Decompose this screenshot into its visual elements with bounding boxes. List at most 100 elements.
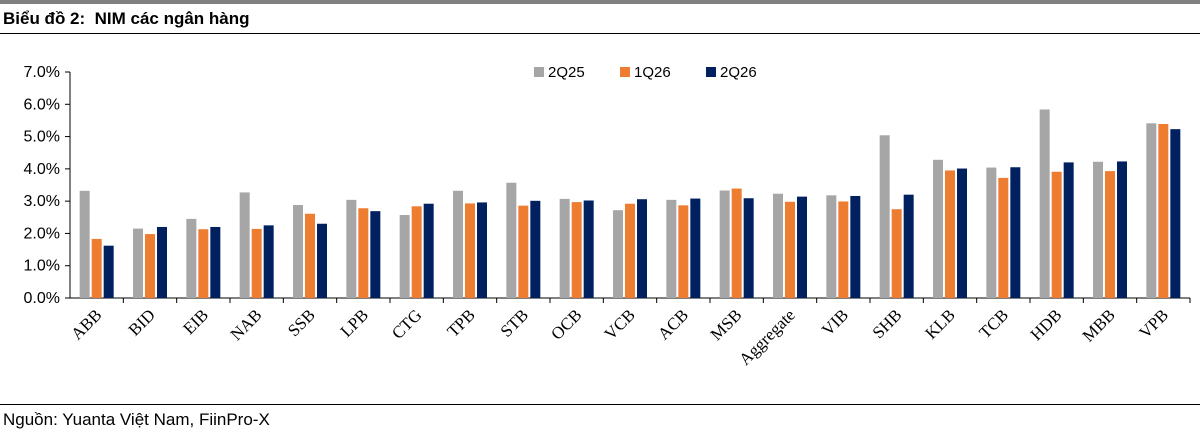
x-category-label: Aggregate <box>735 305 799 369</box>
bar-1q26-tcb <box>998 177 1009 298</box>
top-bar <box>0 0 1200 4</box>
x-category-label: STB <box>497 305 532 340</box>
bar-2q25-ctg <box>399 215 410 298</box>
bar-2q26-vib <box>850 195 861 298</box>
bar-2q26-shb <box>903 194 914 298</box>
bar-chart: 0.0% 1.0% 2.0% 3.0% 4.0% 5.0% 6.0% 7.0% ABB BID EI… <box>24 64 1191 369</box>
bar-1q26-eib <box>198 229 209 298</box>
bar-2q25-ocb <box>559 198 570 298</box>
bar-2q26-vcb <box>637 199 647 298</box>
x-category-label: LPB <box>337 305 372 340</box>
bar-1q26-nab <box>251 228 262 298</box>
bar-2q25-msb <box>719 190 730 298</box>
y-tick-label: 5.0% <box>24 129 60 146</box>
bar-1q26-tpb <box>465 203 475 298</box>
x-category-label: ACB <box>654 305 692 343</box>
bar-2q25-ssb <box>293 205 303 298</box>
bar-2q26-stb <box>530 200 541 298</box>
bar-1q26-bid <box>145 234 155 298</box>
legend-swatch-1q26 <box>620 67 630 77</box>
bar-1q26-acb <box>678 205 689 298</box>
x-category-label: ABB <box>67 305 105 343</box>
source-note: Nguồn: Yuanta Việt Nam, FiinPro-X <box>3 410 270 429</box>
x-category-label: BID <box>125 305 159 339</box>
x-category-label: CTG <box>388 305 425 342</box>
y-tick-label: 6.0% <box>24 96 60 113</box>
bar-2q25-bid <box>133 228 143 298</box>
bar-2q26-bid <box>157 226 167 298</box>
bar-2q25-eib <box>186 218 197 298</box>
bar-2q26-eib <box>210 226 221 298</box>
x-category-label: MBB <box>1079 305 1119 345</box>
bar-1q26-mbb <box>1105 171 1115 298</box>
bar-2q25-mbb <box>1093 161 1103 298</box>
bar-2q25-aggregate <box>773 193 783 298</box>
bar-1q26-klb <box>945 170 955 298</box>
bar-1q26-vcb <box>625 203 635 298</box>
bar-2q25-lpb <box>346 199 357 298</box>
bar-1q26-abb <box>91 238 102 298</box>
bar-2q26-aggregate <box>797 196 807 298</box>
footer-divider <box>0 404 1200 405</box>
y-tick-label: 0.0% <box>24 290 60 307</box>
bar-1q26-hdb <box>1051 171 1062 298</box>
bar-2q26-lpb <box>370 211 381 298</box>
bar-2q25-vib <box>826 195 837 298</box>
y-tick-label: 2.0% <box>24 225 60 242</box>
bar-2q26-hdb <box>1063 162 1074 298</box>
title-divider <box>0 33 1200 34</box>
chart-title: Biểu đồ 2: NIM các ngân hàng <box>3 9 250 28</box>
x-category-label: TPB <box>443 305 478 340</box>
bar-2q26-msb <box>743 198 754 298</box>
y-tick-label: 3.0% <box>24 193 60 210</box>
legend-label-2q25: 2Q25 <box>548 64 585 81</box>
x-category-label: MSB <box>707 305 746 344</box>
x-category-label: KLB <box>921 305 958 342</box>
bar-2q25-tpb <box>453 190 463 298</box>
y-tick-label: 4.0% <box>24 161 60 178</box>
bar-2q26-acb <box>690 198 701 298</box>
bar-1q26-shb <box>891 209 902 298</box>
bar-2q25-acb <box>666 199 677 298</box>
bar-2q25-hdb <box>1039 109 1050 298</box>
x-category-label: SHB <box>869 305 906 342</box>
x-category-label: VCB <box>601 305 639 343</box>
bar-1q26-ctg <box>411 206 422 298</box>
bar-2q25-vcb <box>613 210 623 298</box>
x-category-label: TCB <box>975 305 1012 342</box>
bar-2q25-abb <box>79 190 90 298</box>
bar-1q26-msb <box>731 188 742 298</box>
x-category-label: OCB <box>547 305 585 343</box>
x-category-label: HDB <box>1027 305 1066 344</box>
bar-1q26-ocb <box>571 202 582 298</box>
bar-2q26-tcb <box>1010 167 1021 298</box>
bar-2q25-tcb <box>986 167 997 298</box>
x-category-label: NAB <box>227 305 266 344</box>
legend-label-1q26: 1Q26 <box>634 64 671 81</box>
bar-1q26-ssb <box>305 213 315 298</box>
y-tick-label: 7.0% <box>24 64 60 81</box>
bar-2q25-stb <box>506 182 517 298</box>
bar-2q26-nab <box>263 225 274 298</box>
bar-2q26-tpb <box>477 202 487 298</box>
bar-2q26-ssb <box>317 223 327 298</box>
bar-2q26-klb <box>957 168 967 298</box>
bar-1q26-lpb <box>358 208 369 298</box>
bar-2q25-nab <box>239 192 250 298</box>
legend-swatch-2q26 <box>706 67 716 77</box>
bar-2q26-mbb <box>1117 161 1127 298</box>
bar-1q26-aggregate <box>785 201 795 298</box>
bar-2q25-klb <box>933 159 943 298</box>
bar-2q26-vpb <box>1170 129 1181 298</box>
bar-2q26-abb <box>103 245 114 298</box>
bar-1q26-vib <box>838 201 849 298</box>
x-category-label: EIB <box>179 305 212 338</box>
bar-2q26-ctg <box>423 203 434 298</box>
x-category-label: VPB <box>1135 305 1172 342</box>
legend-swatch-2q25 <box>534 67 544 77</box>
bar-2q25-shb <box>879 135 890 298</box>
bar-2q26-ocb <box>583 200 594 298</box>
bar-1q26-stb <box>518 205 529 298</box>
y-tick-label: 1.0% <box>24 258 60 275</box>
legend-label-2q26: 2Q26 <box>720 64 757 81</box>
